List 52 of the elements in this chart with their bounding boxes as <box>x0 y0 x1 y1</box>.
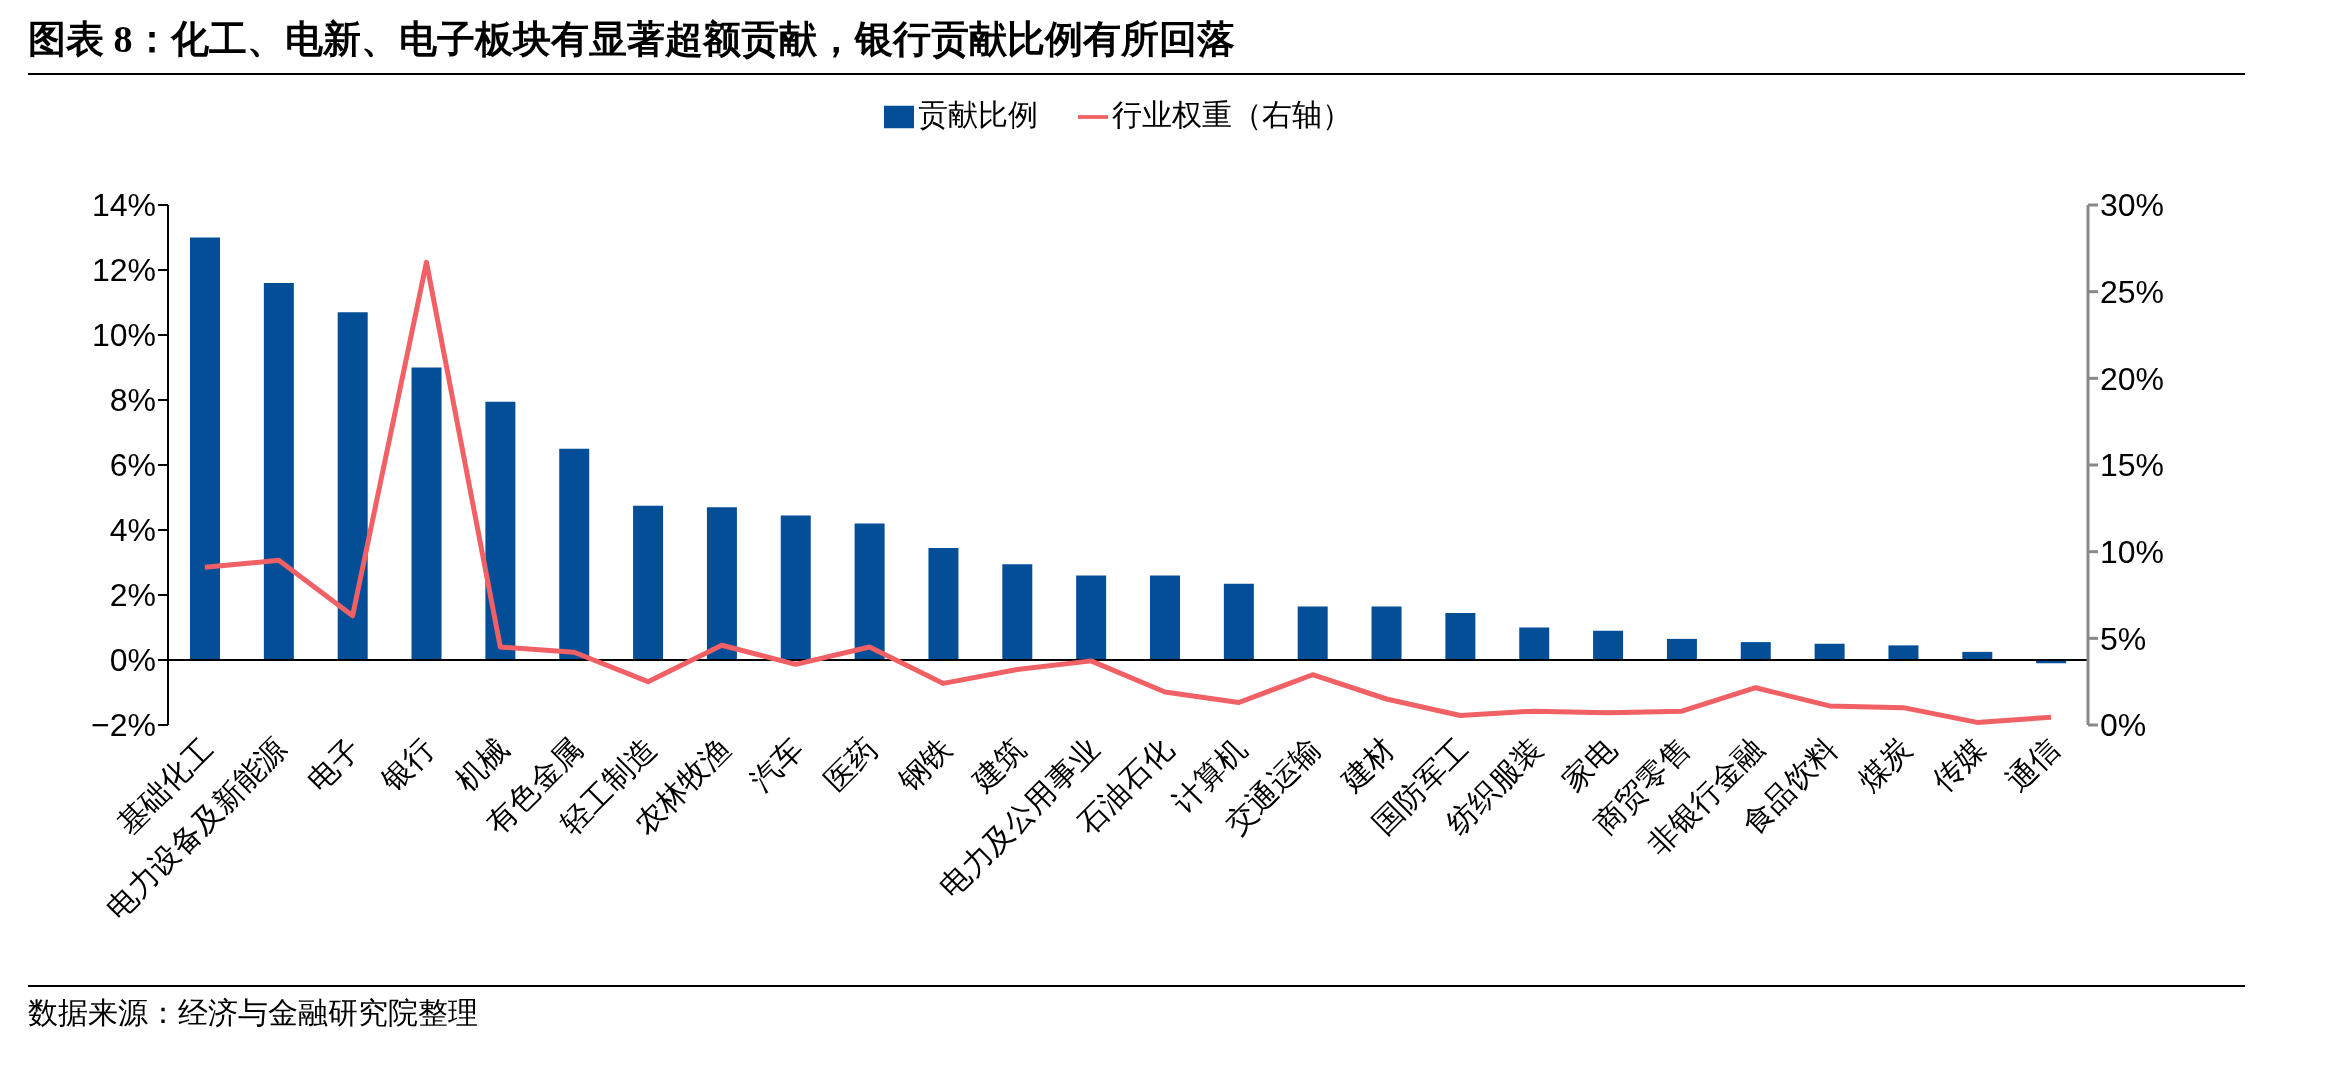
y-tick-label: 2% <box>109 577 156 614</box>
x-tick-label: 银行 <box>374 731 441 799</box>
bar <box>1223 583 1254 660</box>
x-tick-label: 钢铁 <box>891 731 958 799</box>
y-tick-label: 6% <box>109 447 156 484</box>
y2-tick-label: 5% <box>2100 620 2147 657</box>
chart-title: 图表 8：化工、电新、电子板块有显著超额贡献，银行贡献比例有所回落 <box>27 17 1236 62</box>
legend-label: 行业权重（右轴） <box>1112 98 1352 131</box>
bar <box>1371 606 1402 660</box>
bar <box>1150 575 1180 660</box>
bar <box>1076 575 1107 660</box>
bar <box>1297 606 1328 660</box>
y2-tick-label: 30% <box>2100 187 2165 224</box>
y-tick-label: 12% <box>91 252 156 289</box>
y2-tick-label: 15% <box>2100 447 2165 484</box>
bar <box>263 283 294 660</box>
y2-tick-label: 10% <box>2100 534 2165 571</box>
y-tick-label: 4% <box>109 512 156 549</box>
x-tick-label: 煤炭 <box>1851 731 1918 798</box>
y-tick-label: 8% <box>109 382 156 419</box>
bar <box>411 367 442 660</box>
x-tick-label: 电子 <box>301 731 367 798</box>
x-tick-label: 医药 <box>817 731 884 798</box>
bar <box>1740 642 1771 660</box>
bar <box>633 505 664 660</box>
bar <box>190 237 220 660</box>
bar <box>1519 627 1550 660</box>
bar <box>337 312 368 660</box>
bar <box>706 507 737 660</box>
bar <box>1814 643 1845 660</box>
bar <box>559 448 590 660</box>
bar <box>1593 630 1624 660</box>
x-tick-label: 通信 <box>1999 731 2066 798</box>
bar <box>928 547 959 660</box>
y-tick-label: −2% <box>91 707 156 744</box>
y-tick-label: 10% <box>91 317 156 354</box>
bar <box>1445 612 1476 660</box>
bar <box>1002 564 1033 660</box>
y2-tick-label: 25% <box>2100 274 2165 311</box>
y-tick-label: 0% <box>109 642 156 679</box>
source-note: 数据来源：经济与金融研究院整理 <box>27 995 479 1031</box>
x-tick-label: 传媒 <box>1925 731 1992 798</box>
bar <box>485 401 516 660</box>
y2-tick-label: 0% <box>2100 707 2147 744</box>
bar <box>1666 638 1697 660</box>
legend-label: 贡献比例 <box>918 98 1038 131</box>
bar <box>1888 645 1919 660</box>
bar <box>854 523 885 660</box>
x-tick-label: 汽车 <box>744 731 810 798</box>
y2-tick-label: 20% <box>2100 360 2165 397</box>
bar <box>780 515 811 660</box>
y-tick-label: 14% <box>91 187 156 224</box>
